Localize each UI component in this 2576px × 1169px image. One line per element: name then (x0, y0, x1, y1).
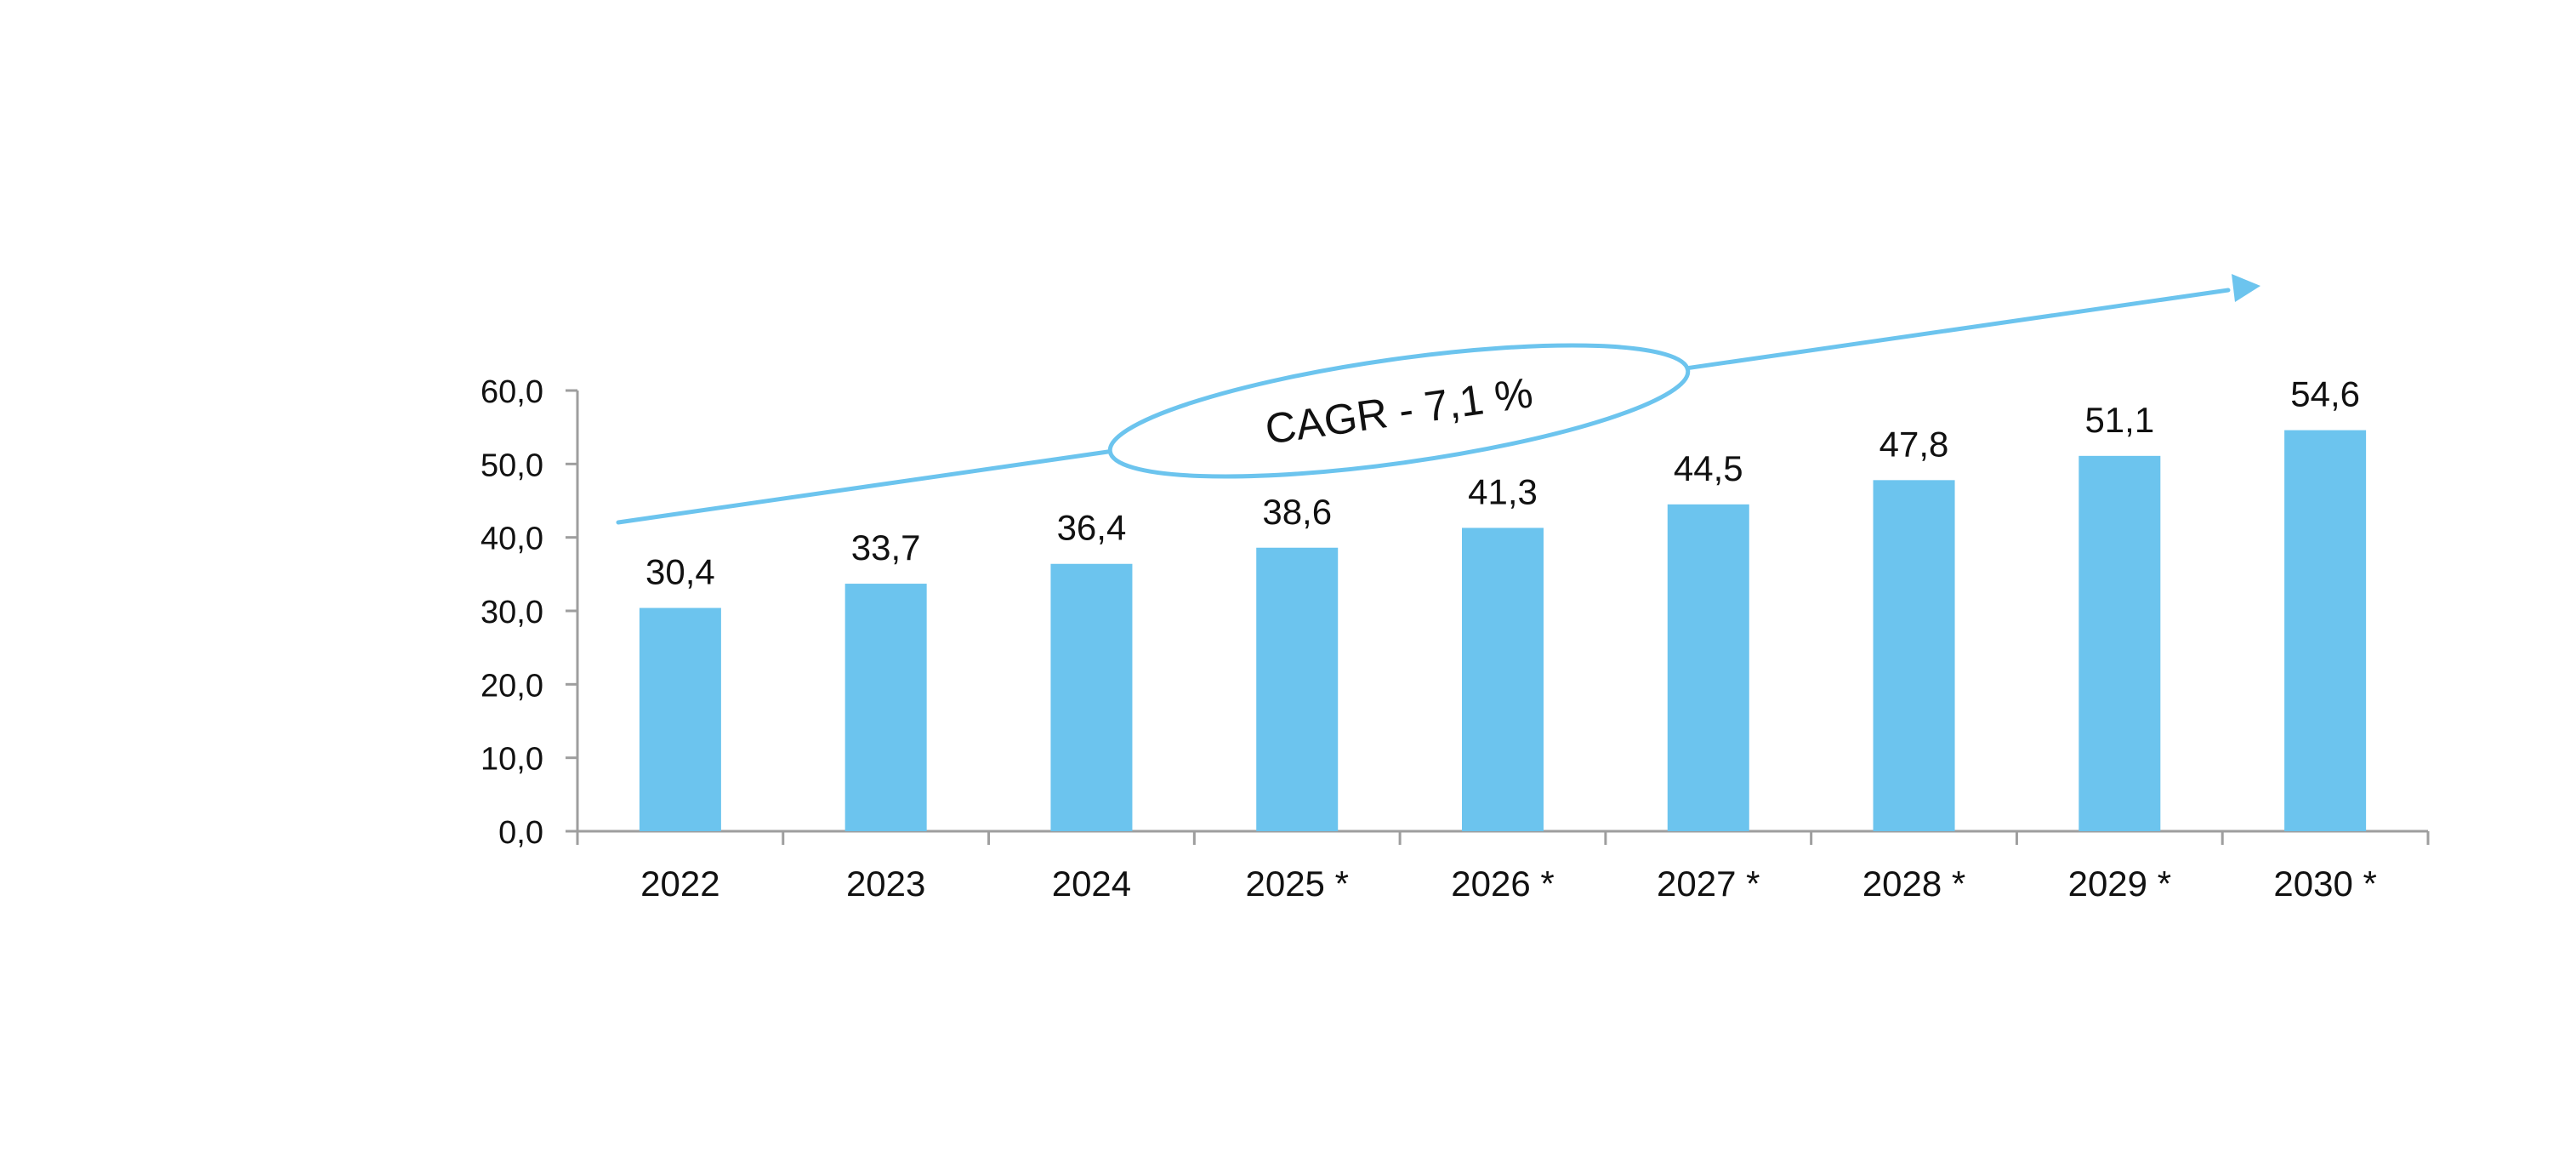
bar-value-label: 47,8 (1879, 424, 1949, 464)
y-tick-label: 40,0 (481, 522, 543, 557)
cagr-ellipse (1107, 343, 1691, 479)
bar (1667, 504, 1749, 831)
bar-value-label: 38,6 (1262, 492, 1332, 532)
x-category-label: 2022 (640, 864, 719, 904)
y-tick-label: 10,0 (481, 742, 543, 778)
x-category-label: 2024 (1052, 864, 1131, 904)
bar-value-label: 30,4 (645, 552, 715, 592)
bar (2284, 430, 2367, 831)
bar (1256, 547, 1339, 831)
bar-value-label: 44,5 (1674, 448, 1743, 488)
bar-value-label: 33,7 (851, 527, 921, 567)
arrowhead-icon (2232, 274, 2260, 302)
bar (844, 584, 927, 831)
chart-axes: 0,0 10,0 20,0 30,0 40,0 50,0 60,0 2022 2023 2024 2… (481, 374, 2430, 904)
bar-value-label: 41,3 (1468, 471, 1538, 511)
x-category-label: 2023 (846, 864, 925, 904)
x-category-label: 2029 * (2068, 864, 2171, 904)
bar-series (639, 430, 2367, 831)
data-labels: 30,4 33,7 36,4 38,6 41,3 44,5 47,8 51,1 54,6 (645, 374, 2360, 592)
bar (1462, 527, 1544, 831)
bar-value-label: 36,4 (1057, 508, 1127, 548)
bar (1050, 563, 1133, 831)
y-tick-label: 30,0 (481, 595, 543, 630)
y-tick-label: 50,0 (481, 448, 543, 483)
y-tick-label: 0,0 (498, 815, 543, 851)
x-category-label: 2030 * (2273, 864, 2376, 904)
y-tick-label: 60,0 (481, 374, 543, 410)
x-category-label: 2026 * (1451, 864, 1554, 904)
bar (2078, 455, 2161, 831)
bar (1873, 480, 1955, 831)
x-category-label: 2028 * (1862, 864, 1965, 904)
bar-value-label: 54,6 (2290, 374, 2360, 414)
bar (639, 607, 721, 831)
cagr-annotation: CAGR - 7,1 % (1107, 343, 1691, 479)
x-category-label: 2027 * (1657, 864, 1760, 904)
x-category-label: 2025 * (1245, 864, 1348, 904)
bar-value-label: 51,1 (2084, 400, 2154, 440)
y-tick-label: 20,0 (481, 668, 543, 704)
